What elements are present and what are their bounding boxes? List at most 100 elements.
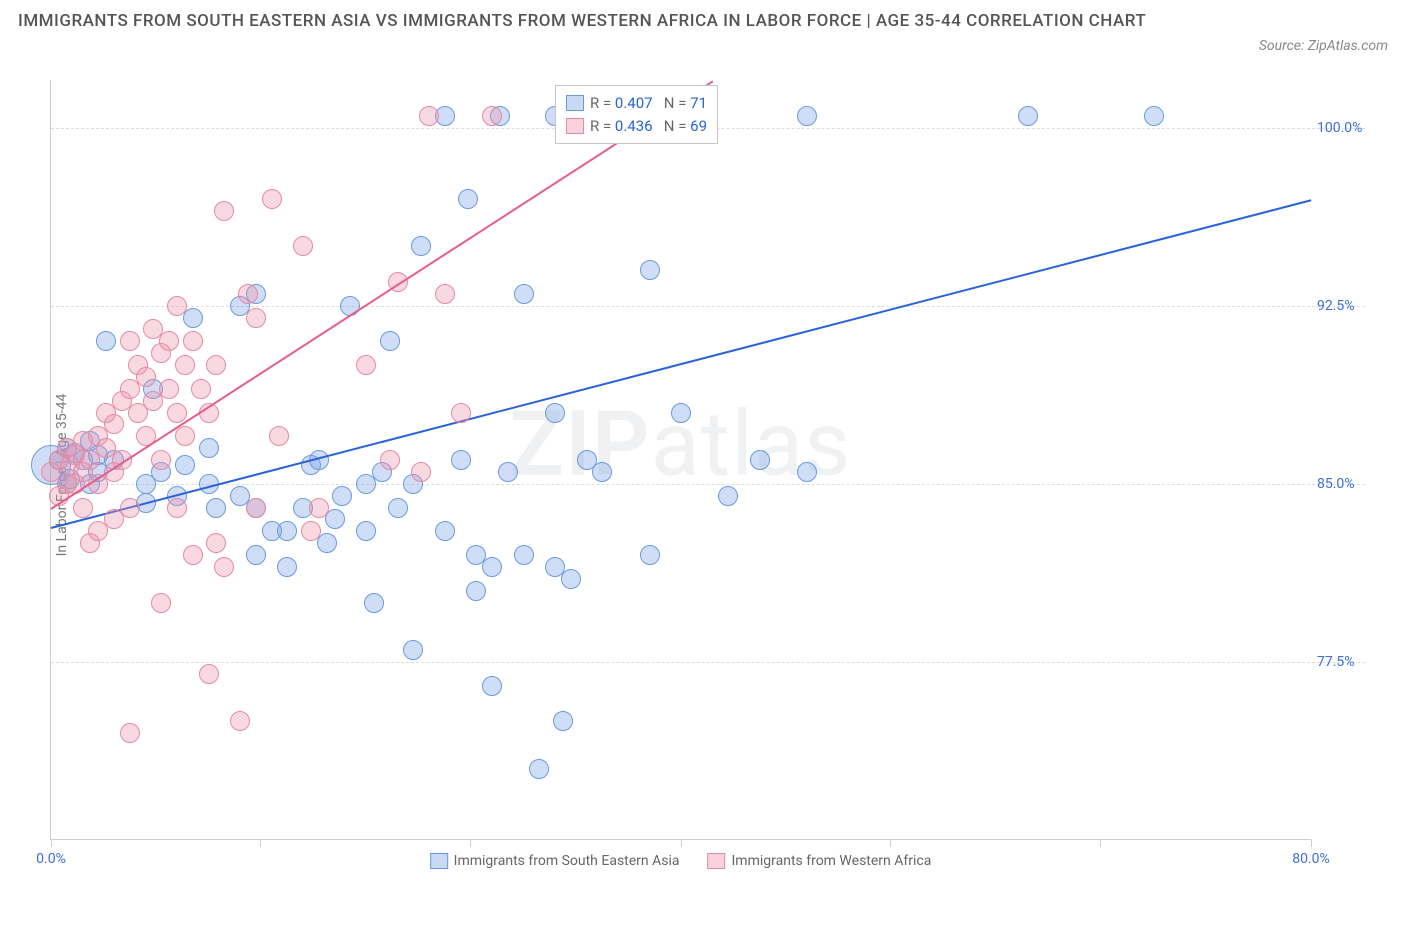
x-tick — [51, 839, 52, 847]
gridline-h — [51, 662, 1365, 663]
data-point — [317, 533, 337, 553]
legend-label: Immigrants from Western Africa — [732, 853, 932, 869]
x-tick — [681, 839, 682, 847]
data-point — [151, 450, 171, 470]
data-point — [301, 521, 321, 541]
legend-item: Immigrants from South Eastern Asia — [430, 853, 680, 869]
data-point — [403, 640, 423, 660]
data-point — [466, 581, 486, 601]
data-point — [191, 379, 211, 399]
y-tick-label: 92.5% — [1317, 298, 1372, 314]
data-point — [451, 450, 471, 470]
data-point — [73, 498, 93, 518]
x-tick-label: 80.0% — [1292, 851, 1330, 867]
legend-row: R = 0.436 N = 69 — [566, 115, 707, 138]
data-point — [230, 711, 250, 731]
data-point — [451, 403, 471, 423]
data-point — [159, 379, 179, 399]
data-point — [167, 498, 187, 518]
data-point — [640, 260, 660, 280]
y-tick-label: 100.0% — [1317, 120, 1372, 136]
legend-stat: R = 0.436 N = 69 — [590, 115, 707, 138]
data-point — [246, 498, 266, 518]
gridline-h — [51, 484, 1365, 485]
legend-swatch — [566, 118, 584, 134]
data-point — [356, 521, 376, 541]
data-point — [411, 462, 431, 482]
data-point — [277, 521, 297, 541]
x-tick — [260, 839, 261, 847]
data-point — [356, 355, 376, 375]
correlation-legend: R = 0.407 N = 71R = 0.436 N = 69 — [555, 85, 718, 144]
data-point — [214, 557, 234, 577]
data-point — [269, 426, 289, 446]
data-point — [561, 569, 581, 589]
legend-swatch — [430, 853, 448, 869]
trend-line — [51, 199, 1311, 529]
data-point — [183, 331, 203, 351]
data-point — [206, 498, 226, 518]
data-point — [797, 106, 817, 126]
legend-item: Immigrants from Western Africa — [708, 853, 932, 869]
data-point — [1144, 106, 1164, 126]
scatter-plot: ZIPatlas 77.5%85.0%92.5%100.0%0.0%80.0%R… — [50, 80, 1310, 840]
data-point — [104, 414, 124, 434]
data-point — [206, 533, 226, 553]
data-point — [199, 664, 219, 684]
data-point — [238, 284, 258, 304]
legend-swatch — [566, 95, 584, 111]
data-point — [167, 296, 187, 316]
legend-swatch — [708, 853, 726, 869]
data-point — [175, 455, 195, 475]
data-point — [419, 106, 439, 126]
data-point — [592, 462, 612, 482]
data-point — [380, 331, 400, 351]
data-point — [206, 355, 226, 375]
data-point — [498, 462, 518, 482]
data-point — [277, 557, 297, 577]
data-point — [262, 189, 282, 209]
data-point — [175, 355, 195, 375]
x-tick — [1311, 839, 1312, 847]
data-point — [458, 189, 478, 209]
data-point — [325, 509, 345, 529]
data-point — [529, 759, 549, 779]
x-tick-label: 0.0% — [36, 851, 66, 867]
data-point — [640, 545, 660, 565]
data-point — [750, 450, 770, 470]
data-point — [340, 296, 360, 316]
data-point — [435, 284, 455, 304]
data-point — [482, 106, 502, 126]
data-point — [309, 498, 329, 518]
trend-line — [50, 80, 713, 509]
data-point — [151, 593, 171, 613]
data-point — [183, 308, 203, 328]
x-tick — [1100, 839, 1101, 847]
source-label: Source: ZipAtlas.com — [1259, 38, 1388, 54]
data-point — [199, 438, 219, 458]
data-point — [1018, 106, 1038, 126]
data-point — [380, 450, 400, 470]
data-point — [96, 331, 116, 351]
data-point — [175, 426, 195, 446]
data-point — [167, 403, 187, 423]
y-tick-label: 85.0% — [1317, 476, 1372, 492]
data-point — [514, 284, 534, 304]
data-point — [332, 486, 352, 506]
data-point — [120, 331, 140, 351]
data-point — [183, 545, 203, 565]
data-point — [293, 236, 313, 256]
legend-row: R = 0.407 N = 71 — [566, 92, 707, 115]
data-point — [514, 545, 534, 565]
data-point — [553, 711, 573, 731]
x-tick — [470, 839, 471, 847]
legend-label: Immigrants from South Eastern Asia — [454, 853, 680, 869]
data-point — [482, 557, 502, 577]
data-point — [120, 498, 140, 518]
data-point — [364, 593, 384, 613]
x-tick — [890, 839, 891, 847]
data-point — [482, 676, 502, 696]
data-point — [159, 331, 179, 351]
data-point — [671, 403, 691, 423]
chart-title: IMMIGRANTS FROM SOUTH EASTERN ASIA VS IM… — [18, 8, 1146, 35]
